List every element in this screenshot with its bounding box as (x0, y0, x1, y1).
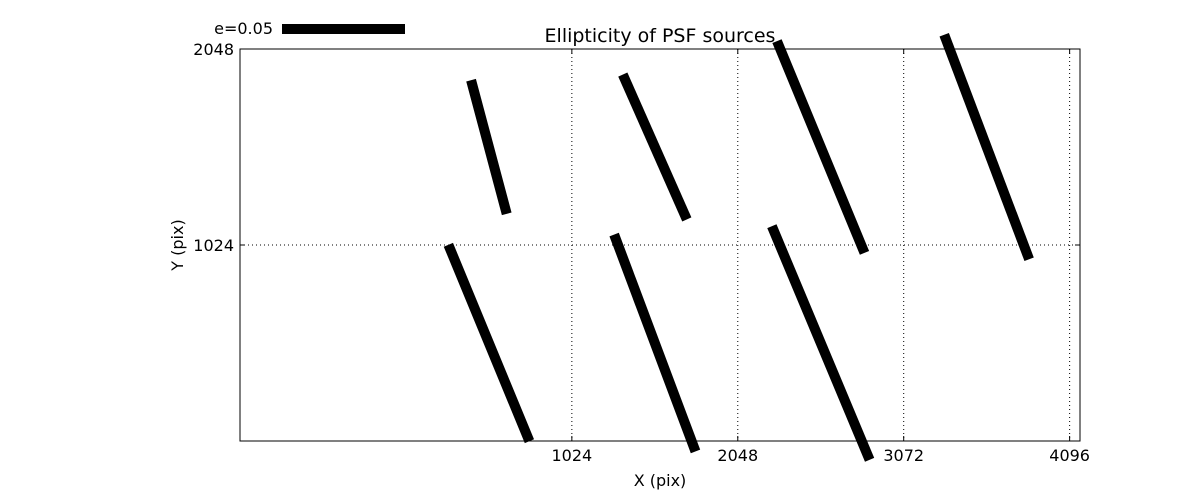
scale-key: e=0.05 (214, 19, 405, 38)
ellipticity-stick (618, 72, 692, 222)
x-tick-label: 1024 (551, 446, 592, 465)
y-tick-label: 1024 (193, 236, 234, 255)
x-tick-label: 2048 (717, 446, 758, 465)
ellipticity-stick (939, 32, 1034, 262)
y-axis-label: Y (pix) (168, 219, 187, 271)
ellipticity-stick (609, 232, 701, 454)
x-tick-label: 4096 (1049, 446, 1090, 465)
grid-lines (240, 49, 1080, 441)
ellipticity-stick (466, 78, 512, 216)
ellipticity-stick (772, 39, 870, 255)
ellipticity-stick (443, 242, 535, 444)
x-axis-label: X (pix) (634, 471, 687, 490)
scale-key-label: e=0.05 (214, 19, 273, 38)
x-tick-label: 3072 (883, 446, 924, 465)
axis-ticks: 1024 2048 3072 4096 1024 2048 (193, 40, 1090, 465)
ellipticity-sticks (443, 32, 1034, 462)
y-tick-label: 2048 (193, 40, 234, 59)
chart-title: Ellipticity of PSF sources (545, 25, 776, 47)
ellipticity-stick (767, 224, 875, 462)
